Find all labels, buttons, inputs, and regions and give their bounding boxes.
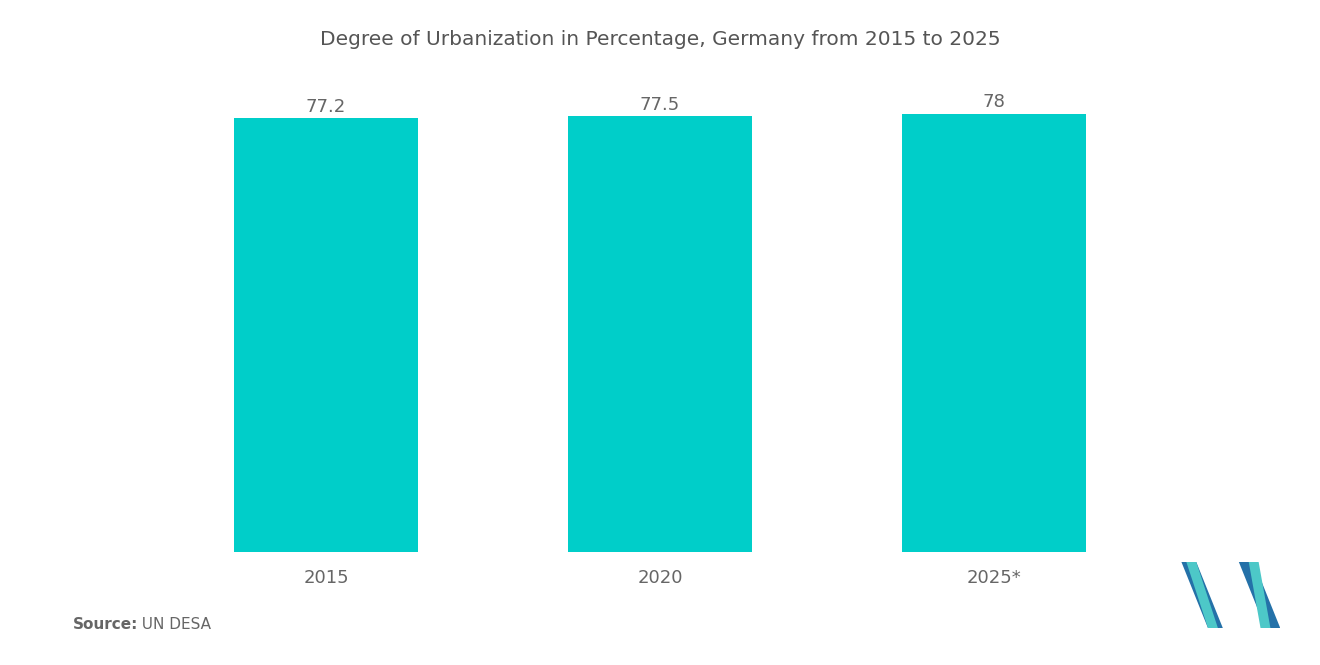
Bar — [568, 116, 752, 552]
Text: Degree of Urbanization in Percentage, Germany from 2015 to 2025: Degree of Urbanization in Percentage, Ge… — [319, 30, 1001, 49]
Polygon shape — [1249, 562, 1270, 628]
Text: Source:: Source: — [73, 616, 139, 632]
Bar — [235, 118, 418, 552]
Polygon shape — [1181, 562, 1222, 628]
Polygon shape — [1238, 562, 1280, 628]
Polygon shape — [1187, 562, 1218, 628]
Text: 78: 78 — [982, 93, 1006, 111]
Text: 77.5: 77.5 — [640, 96, 680, 114]
Bar — [902, 114, 1085, 552]
Text: UN DESA: UN DESA — [132, 616, 211, 632]
Text: 77.2: 77.2 — [306, 98, 346, 116]
